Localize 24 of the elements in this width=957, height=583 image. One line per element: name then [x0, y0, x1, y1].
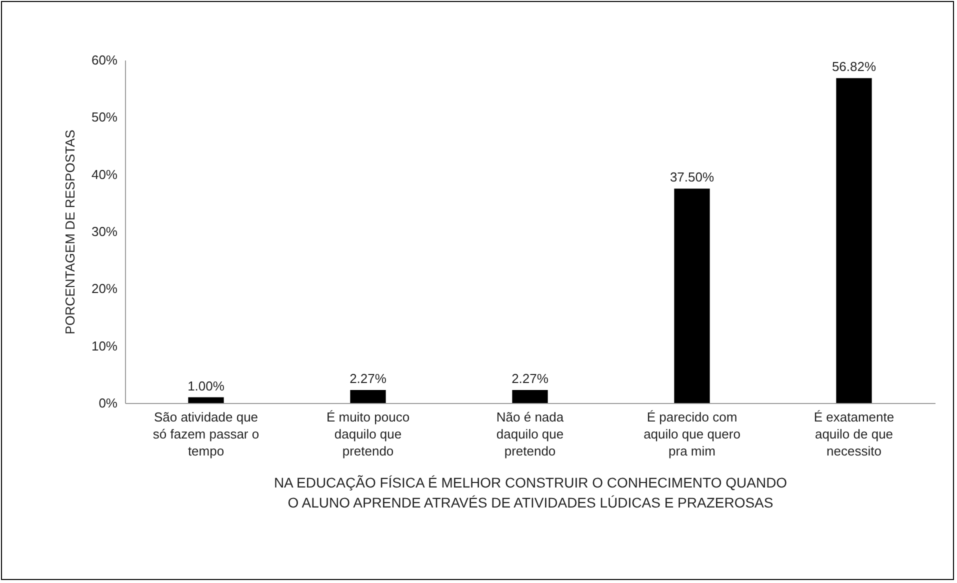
y-tick-label: 50% [91, 110, 118, 125]
x-tick-label: São atividade que só fazem passar o tempo [152, 410, 260, 458]
data-label: 2.27% [350, 371, 387, 386]
x-tick-label: É parecido com aquilo que quero pra mim [644, 410, 740, 458]
y-tick-label: 30% [91, 224, 118, 239]
data-label: 1.00% [188, 378, 225, 394]
x-axis-title: NA EDUCAÇÃO FÍSICA É MELHOR CONSTRUIR O CONHECIMENTO QUANDO O ALUNO APRENDE ATRAVÉS DE ATIVIDADES LÚDICAS E PRAZEROSAS [274, 474, 788, 510]
data-label: 56.82% [832, 59, 876, 74]
x-tick-label: É exatamente aquilo de que necessito [814, 410, 894, 458]
bar [836, 78, 872, 403]
data-label: 2.27% [512, 371, 549, 386]
y-tick-label: 10% [91, 338, 118, 354]
x-tick-label: Não é nada daquilo que pretendo [496, 410, 564, 458]
y-tick-label: 60% [91, 52, 118, 68]
bar [674, 188, 710, 403]
y-tick-label: 40% [91, 166, 118, 182]
data-label: 37.50% [670, 170, 714, 185]
x-tick-label: É muito pouco daquilo que pretendo [326, 410, 410, 458]
bar [350, 390, 386, 403]
y-axis-title: PORCENTAGEM DE RESPOSTAS [62, 129, 78, 334]
bar [512, 390, 548, 403]
y-tick-label: 20% [91, 281, 118, 296]
y-tick-label: 0% [98, 396, 118, 410]
bar [188, 397, 224, 403]
